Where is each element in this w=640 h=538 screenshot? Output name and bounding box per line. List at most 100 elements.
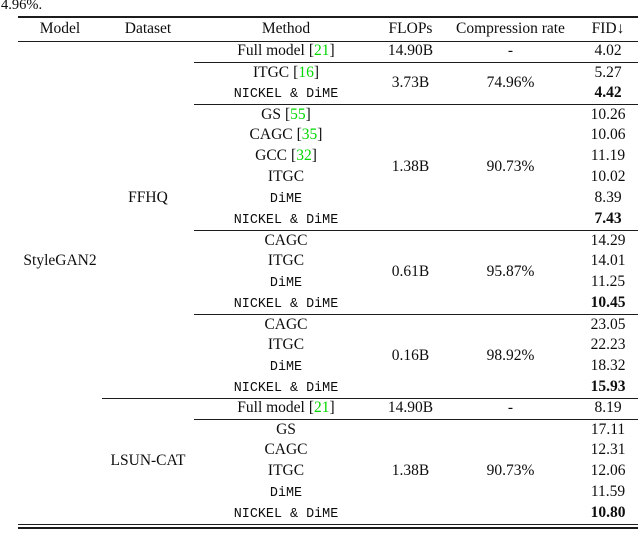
citation-bracket-close: ] bbox=[317, 126, 323, 144]
header-compression-rate: Compression rate bbox=[443, 17, 578, 42]
citation-link[interactable]: [55] bbox=[285, 106, 311, 123]
fid-value: 11.59 bbox=[590, 483, 626, 501]
table-row: DiME 18.32 bbox=[18, 356, 638, 377]
citation-number[interactable]: 32 bbox=[296, 147, 312, 165]
flops-cell: 14.90B bbox=[387, 42, 434, 60]
fid-value: 5.27 bbox=[578, 61, 638, 83]
table-row: DiME 11.25 bbox=[18, 272, 638, 293]
flops-cell: 14.90B bbox=[378, 397, 443, 419]
table-row: NICKEL & DiME 15.93 bbox=[18, 377, 638, 398]
dataset-label: LSUN-CAT bbox=[110, 451, 186, 469]
flops-cell: 3.73B bbox=[378, 61, 443, 104]
flops-cell: 0.16B bbox=[378, 313, 443, 398]
method-name: ITGC bbox=[252, 63, 290, 81]
fid-value: 23.05 bbox=[578, 313, 638, 335]
fid-value: 12.31 bbox=[590, 441, 626, 459]
citation-number[interactable]: 35 bbox=[301, 126, 318, 144]
citation-bracket-open: [ bbox=[291, 147, 297, 165]
method-cell: ITGC [16] bbox=[194, 61, 378, 83]
method-name: DiME bbox=[269, 275, 303, 291]
method-cell: CAGC bbox=[194, 313, 378, 335]
header-dataset: Dataset bbox=[102, 17, 194, 42]
citation-bracket-open: [ bbox=[308, 42, 315, 60]
method-name: ITGC bbox=[267, 336, 305, 354]
citation-link[interactable]: [35] bbox=[297, 126, 323, 143]
fid-value: 11.25 bbox=[590, 273, 626, 291]
method-name: NICKEL & DiME bbox=[233, 86, 339, 102]
table-body: StyleGAN2 FFHQ Full model [21] 14.90B -4.02 IT… bbox=[18, 41, 638, 524]
fid-value: 12.06 bbox=[590, 462, 626, 480]
citation-link[interactable]: [21] bbox=[309, 42, 335, 59]
method-name: ITGC bbox=[267, 168, 305, 186]
citation-number[interactable]: 16 bbox=[298, 63, 314, 81]
method-cell: ITGC bbox=[194, 461, 378, 482]
compression-rate-cell: 90.73% bbox=[443, 103, 578, 230]
table-row: ITGC 14.01 bbox=[18, 251, 638, 272]
citation-bracket-close: ] bbox=[329, 399, 335, 417]
citation-number[interactable]: 21 bbox=[314, 399, 330, 417]
citation-link[interactable]: [21] bbox=[309, 399, 335, 416]
citation-number[interactable]: 21 bbox=[314, 42, 330, 60]
method-name: NICKEL & DiME bbox=[233, 506, 339, 522]
model-cell: StyleGAN2 bbox=[18, 41, 102, 524]
table-row: GCC [32] 11.19 bbox=[18, 146, 638, 167]
method-name: Full model bbox=[237, 399, 305, 417]
fid-value: 10.80 bbox=[590, 504, 626, 522]
fid-value: 8.19 bbox=[578, 397, 638, 419]
compression-rate-cell: - bbox=[507, 42, 514, 60]
method-name: GS bbox=[261, 105, 281, 123]
fid-value: 14.29 bbox=[578, 229, 638, 251]
table-row: ITGC 10.02 bbox=[18, 167, 638, 188]
fid-value: 18.32 bbox=[590, 357, 626, 375]
header-method: Method bbox=[194, 17, 378, 42]
caption-fragment: 4.96%. bbox=[1, 0, 43, 13]
compression-rate-cell: 74.96% bbox=[443, 61, 578, 104]
method-name: Full model bbox=[237, 42, 305, 60]
results-table: Model Dataset Method FLOPs Compression r… bbox=[18, 16, 638, 525]
method-cell: DiME bbox=[194, 272, 378, 293]
fid-value: 15.93 bbox=[590, 378, 626, 396]
method-cell: CAGC bbox=[194, 229, 378, 251]
fid-value: 10.26 bbox=[578, 103, 638, 125]
table-row: ITGC [16] 3.73B 74.96% 5.27 bbox=[18, 61, 638, 104]
citation-bracket-close: ] bbox=[311, 147, 317, 165]
table-row: CAGC 12.31 bbox=[18, 440, 638, 461]
method-cell: CAGC bbox=[194, 440, 378, 461]
fid-value: 10.45 bbox=[590, 294, 626, 312]
citation-bracket-close: ] bbox=[329, 42, 335, 60]
table-row: GS [55] 1.38B 90.73% 10.26 bbox=[18, 103, 638, 230]
header-fid: FID↓ bbox=[578, 17, 638, 42]
compression-rate-cell: 98.92% bbox=[443, 313, 578, 398]
fid-value: 22.23 bbox=[590, 336, 626, 354]
table-row: GS 1.38B 90.73% 17.11 bbox=[18, 418, 638, 524]
citation-link[interactable]: [16] bbox=[293, 64, 319, 81]
citation-link[interactable]: [32] bbox=[291, 147, 317, 164]
fid-value: 10.06 bbox=[590, 126, 626, 144]
table-row: CAGC 0.61B 95.87% 14.29 bbox=[18, 229, 638, 314]
method-name: GS bbox=[276, 420, 296, 438]
method-cell: GS [55] bbox=[194, 103, 378, 125]
method-cell: NICKEL & DiME bbox=[194, 209, 378, 230]
method-name: DiME bbox=[269, 191, 303, 207]
table-row: DiME 11.59 bbox=[18, 482, 638, 503]
method-cell: DiME bbox=[194, 482, 378, 503]
method-name: DiME bbox=[269, 359, 303, 375]
citation-bracket-open: [ bbox=[293, 63, 299, 81]
table-row: CAGC [35] 10.06 bbox=[18, 125, 638, 146]
method-name: NICKEL & DiME bbox=[233, 380, 339, 396]
method-cell: GS bbox=[194, 418, 378, 440]
method-cell: NICKEL & DiME bbox=[194, 293, 378, 314]
model-label: StyleGAN2 bbox=[23, 252, 97, 270]
table-row: CAGC 0.16B 98.92% 23.05 bbox=[18, 313, 638, 398]
method-name: GCC bbox=[255, 147, 288, 165]
method-cell: DiME bbox=[194, 356, 378, 377]
citation-number[interactable]: 55 bbox=[290, 105, 306, 123]
fid-value: 4.02 bbox=[594, 42, 622, 60]
citation-bracket-close: ] bbox=[305, 105, 311, 123]
citation-bracket-close: ] bbox=[313, 63, 319, 81]
fid-value: 8.39 bbox=[594, 189, 622, 207]
table-row: NICKEL & DiME 4.42 bbox=[18, 83, 638, 104]
method-name: CAGC bbox=[264, 441, 308, 459]
results-table-container: Model Dataset Method FLOPs Compression r… bbox=[18, 16, 638, 530]
table-row: ITGC 12.06 bbox=[18, 461, 638, 482]
